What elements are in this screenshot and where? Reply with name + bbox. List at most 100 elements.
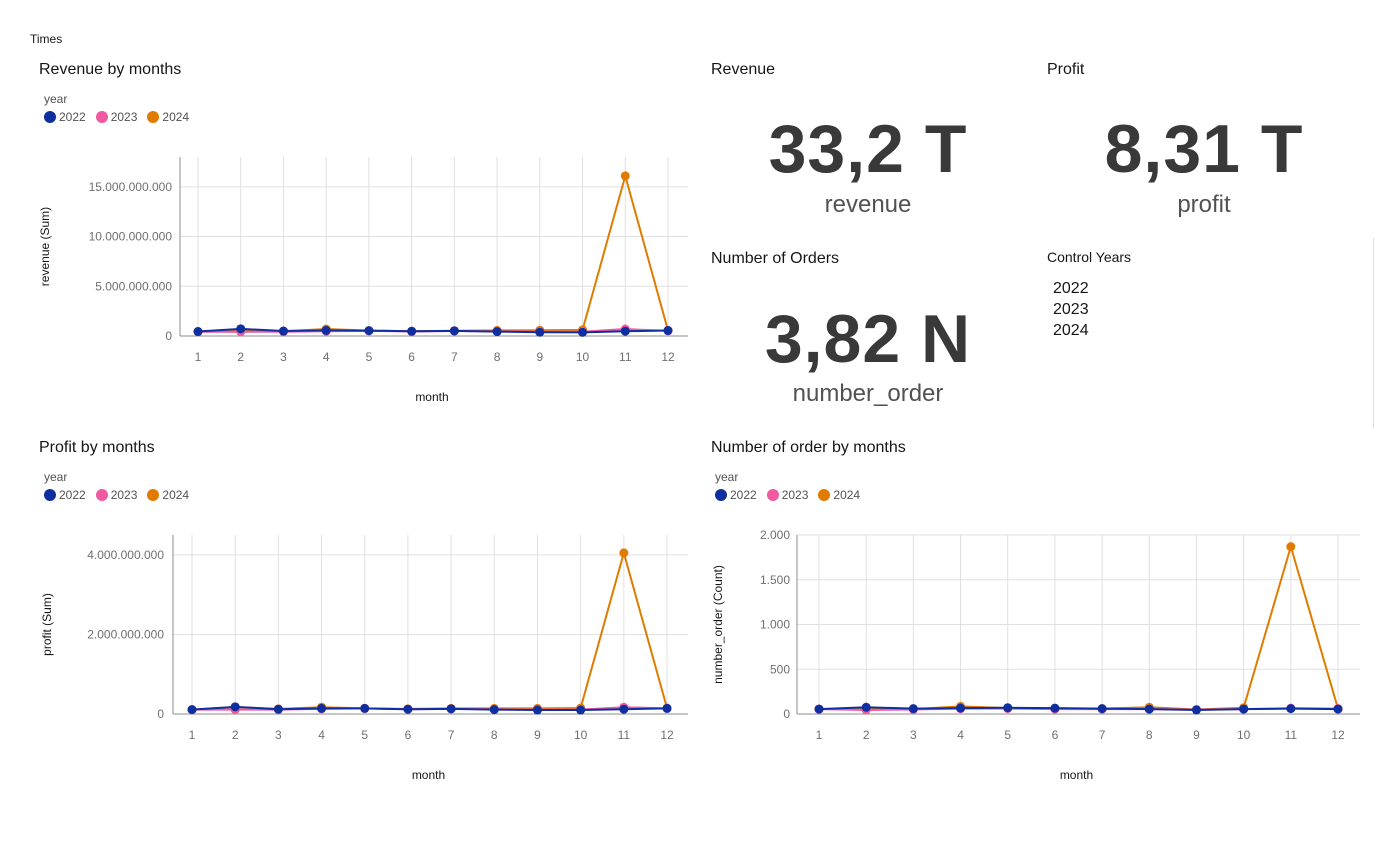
control-years-title: Control Years xyxy=(1047,249,1132,265)
x-tick-label: 1 xyxy=(195,350,202,364)
kpi-orders-title: Number of Orders xyxy=(711,250,840,267)
x-tick-label: 1 xyxy=(189,728,196,742)
x-axis-label: month xyxy=(1060,768,1093,782)
legend-marker-2023-icon xyxy=(95,111,108,123)
control-year-2023[interactable]: 2023 xyxy=(1053,301,1089,318)
legend-label: 2022 xyxy=(59,110,86,124)
data-point-2022 xyxy=(403,704,413,714)
data-point-2022 xyxy=(236,324,246,334)
data-point-2022 xyxy=(407,326,417,336)
data-point-2022 xyxy=(535,327,545,337)
series-line-2022 xyxy=(197,327,669,334)
y-axis-label: number_order (Count) xyxy=(711,565,725,684)
x-tick-label: 6 xyxy=(1052,728,1059,742)
data-point-2024 xyxy=(1286,542,1296,552)
x-tick-label: 3 xyxy=(910,728,917,742)
legend-item-2023[interactable]: 2023 xyxy=(95,488,138,502)
legend-label: 2024 xyxy=(833,488,861,502)
control-years-list[interactable]: 2022 2023 2024 xyxy=(1053,278,1089,341)
x-tick-label: 7 xyxy=(1099,728,1106,742)
x-tick-label: 2 xyxy=(232,728,239,742)
data-point-2022 xyxy=(578,327,588,337)
x-tick-label: 3 xyxy=(280,350,287,364)
profit-chart-legend: year 2022 2023 2024 xyxy=(44,470,189,502)
legend-label: 2023 xyxy=(110,488,138,502)
legend-marker-2024-icon xyxy=(818,489,831,501)
data-point-2022 xyxy=(446,704,456,714)
kpi-profit-value: 8,31 T xyxy=(1104,111,1304,187)
legend-marker-2022-icon xyxy=(44,489,56,501)
y-axis-label: profit (Sum) xyxy=(40,593,54,656)
x-tick-label: 5 xyxy=(1004,728,1011,742)
legend-title: year xyxy=(44,92,68,106)
legend-marker-2022-icon xyxy=(44,111,56,123)
legend-item-2023[interactable]: 2023 xyxy=(766,488,808,502)
kpi-profit-label: profit xyxy=(1177,191,1231,218)
y-tick-label: 0 xyxy=(157,707,164,721)
y-axis-label: revenue (Sum) xyxy=(38,207,52,286)
x-tick-label: 10 xyxy=(574,728,588,742)
data-point-2024 xyxy=(619,548,629,558)
legend-item-2022[interactable]: 2022 xyxy=(44,110,86,124)
data-point-2022 xyxy=(187,705,197,715)
data-point-2022 xyxy=(273,704,283,714)
x-tick-label: 6 xyxy=(408,350,415,364)
revenue-chart-title: Revenue by months xyxy=(39,61,182,78)
legend-item-2024[interactable]: 2024 xyxy=(818,488,860,502)
x-tick-label: 1 xyxy=(816,728,823,742)
page-tab-times[interactable]: Times xyxy=(30,32,63,46)
x-tick-label: 4 xyxy=(318,728,325,742)
control-year-2022[interactable]: 2022 xyxy=(1053,280,1089,297)
series-line-2022 xyxy=(191,705,668,712)
x-tick-label: 8 xyxy=(494,350,501,364)
y-tick-label: 15.000.000.000 xyxy=(89,180,173,194)
control-year-2024[interactable]: 2024 xyxy=(1053,322,1089,339)
x-tick-label: 10 xyxy=(576,350,590,364)
x-tick-label: 2 xyxy=(863,728,870,742)
data-point-2022 xyxy=(576,705,586,715)
y-tick-label: 2.000.000.000 xyxy=(87,627,164,641)
panel-divider xyxy=(1373,238,1374,428)
legend-label: 2024 xyxy=(162,110,190,124)
y-tick-label: 2.000 xyxy=(760,528,790,542)
x-tick-label: 4 xyxy=(323,350,330,364)
data-point-2022 xyxy=(449,326,459,336)
legend-item-2024[interactable]: 2024 xyxy=(147,488,189,502)
data-point-2022 xyxy=(1239,704,1249,714)
y-tick-label: 5.000.000.000 xyxy=(95,279,172,293)
x-tick-label: 11 xyxy=(1285,728,1298,742)
legend-item-2023[interactable]: 2023 xyxy=(95,110,138,124)
data-point-2022 xyxy=(620,326,630,336)
legend-label: 2024 xyxy=(162,488,190,502)
x-axis-label: month xyxy=(415,390,448,404)
legend-label: 2023 xyxy=(110,110,138,124)
x-tick-label: 2 xyxy=(237,350,244,364)
legend-item-2022[interactable]: 2022 xyxy=(715,488,757,502)
data-point-2022 xyxy=(278,326,288,336)
data-point-2022 xyxy=(861,702,871,712)
legend-item-2022[interactable]: 2022 xyxy=(44,488,86,502)
y-tick-label: 1.000 xyxy=(760,618,790,632)
y-tick-label: 4.000.000.000 xyxy=(87,548,164,562)
data-point-2022 xyxy=(360,703,370,713)
x-tick-label: 5 xyxy=(361,728,368,742)
x-axis-label: month xyxy=(412,768,445,782)
x-tick-label: 5 xyxy=(366,350,373,364)
x-tick-label: 11 xyxy=(618,728,631,742)
data-point-2022 xyxy=(321,325,331,335)
data-point-2022 xyxy=(908,704,918,714)
data-point-2022 xyxy=(317,703,327,713)
x-tick-label: 10 xyxy=(1237,728,1251,742)
data-point-2022 xyxy=(532,705,542,715)
y-tick-label: 500 xyxy=(770,662,790,676)
legend-item-2024[interactable]: 2024 xyxy=(147,110,189,124)
orders-chart-title: Number of order by months xyxy=(711,439,906,456)
data-point-2024 xyxy=(620,171,630,181)
kpi-orders-value: 3,82 N xyxy=(764,301,972,377)
orders-chart-legend: year 2022 2023 2024 xyxy=(715,470,860,502)
data-point-2022 xyxy=(489,705,499,715)
x-tick-label: 12 xyxy=(1331,728,1345,742)
